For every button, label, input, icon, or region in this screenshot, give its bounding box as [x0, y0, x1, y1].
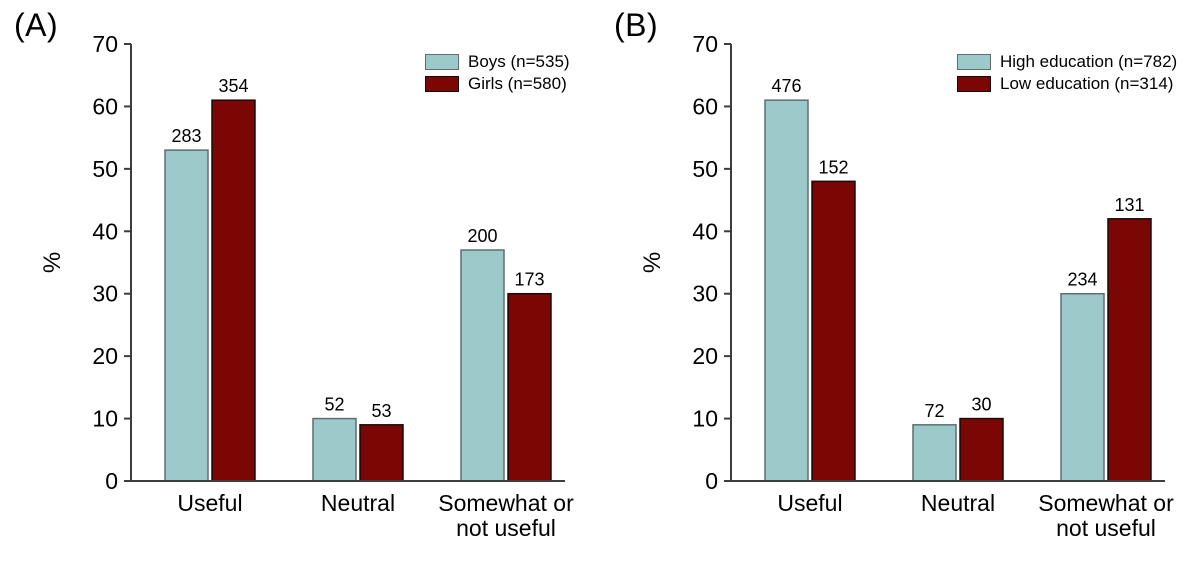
bar [811, 180, 856, 482]
legend-label: Low education (n=314) [1000, 73, 1174, 93]
legend-swatch-teal [425, 54, 459, 71]
panel-a-legend: Boys (n=535) Girls (n=580) [425, 52, 570, 96]
x-category-label: not useful [1056, 515, 1156, 541]
bar [959, 417, 1004, 482]
y-tick-label: 30 [92, 281, 118, 307]
bar-value-label: 283 [171, 126, 201, 146]
panel-b: (B) 0 10 20 30 40 50 60 70 476 72 234 152 30 131 Usefu… [600, 0, 1200, 576]
bar-value-label: 173 [514, 270, 544, 290]
y-axis-title: % [39, 252, 66, 273]
bar [312, 417, 357, 482]
legend-item: Girls (n=580) [425, 73, 570, 94]
y-tick-label: 70 [92, 31, 118, 57]
y-tick-label: 70 [692, 31, 718, 57]
y-tick-label: 50 [92, 156, 118, 182]
bar [359, 424, 404, 482]
bar [164, 149, 209, 482]
y-tick-label: 30 [692, 281, 718, 307]
panel-b-letter: (B) [614, 7, 659, 43]
bar [1107, 218, 1152, 482]
panel-a-letter: (A) [14, 7, 59, 43]
y-axis-title: % [639, 252, 666, 273]
legend-label: Girls (n=580) [468, 73, 567, 93]
legend-swatch-darkred [425, 76, 459, 93]
bar-value-label: 200 [467, 226, 497, 246]
bar-value-label: 52 [324, 395, 344, 415]
bar-value-label: 234 [1067, 270, 1097, 290]
legend-item: High education (n=782) [957, 52, 1178, 72]
y-tick-label: 40 [92, 218, 118, 244]
y-tick-label: 0 [705, 468, 718, 494]
legend-label: High education (n=782) [1000, 52, 1178, 71]
bar-value-label: 354 [218, 76, 248, 96]
bar [1060, 292, 1105, 482]
x-category-label: Neutral [921, 490, 995, 516]
bar-value-label: 131 [1114, 195, 1144, 215]
bar-value-label: 53 [371, 401, 391, 421]
y-tick-label: 40 [692, 218, 718, 244]
legend-swatch-teal [957, 54, 991, 71]
bar-value-label: 72 [924, 401, 944, 421]
bar [912, 424, 957, 482]
x-category-label: Neutral [321, 490, 395, 516]
x-category-label: Somewhat or [1038, 490, 1174, 516]
legend-swatch-darkred [957, 76, 991, 93]
legend-item: Boys (n=535) [425, 52, 570, 72]
panel-a-chart: 0 10 20 30 40 50 60 70 283 52 200 354 53 173 Useful Neu… [39, 31, 574, 541]
x-category-label: Useful [777, 490, 842, 516]
bar [211, 99, 256, 482]
y-tick-label: 10 [692, 406, 718, 432]
y-tick-label: 20 [692, 343, 718, 369]
bar [460, 249, 505, 482]
y-tick-label: 0 [105, 468, 118, 494]
legend-label: Boys (n=535) [468, 52, 570, 71]
bar-value-label: 30 [971, 395, 991, 415]
y-tick-label: 50 [692, 156, 718, 182]
panel-b-chart: 0 10 20 30 40 50 60 70 476 72 234 152 30 131 Useful Neu… [639, 31, 1174, 541]
panel-a: (A) 0 10 20 30 40 50 60 70 283 52 200 354 53 173 Usefu… [14, 7, 574, 541]
legend-item: Low education (n=314) [957, 73, 1177, 94]
x-category-label: Somewhat or [438, 490, 574, 516]
bar [507, 292, 552, 482]
y-tick-label: 20 [92, 343, 118, 369]
x-category-label: not useful [456, 515, 556, 541]
y-tick-label: 60 [692, 93, 718, 119]
y-tick-label: 60 [92, 93, 118, 119]
bar-value-label: 476 [771, 76, 801, 96]
bar-value-label: 152 [818, 157, 848, 177]
x-category-label: Useful [177, 490, 242, 516]
y-tick-label: 10 [92, 406, 118, 432]
panel-b-legend: High education (n=782) Low education (n=… [957, 52, 1178, 96]
bar [764, 99, 809, 482]
